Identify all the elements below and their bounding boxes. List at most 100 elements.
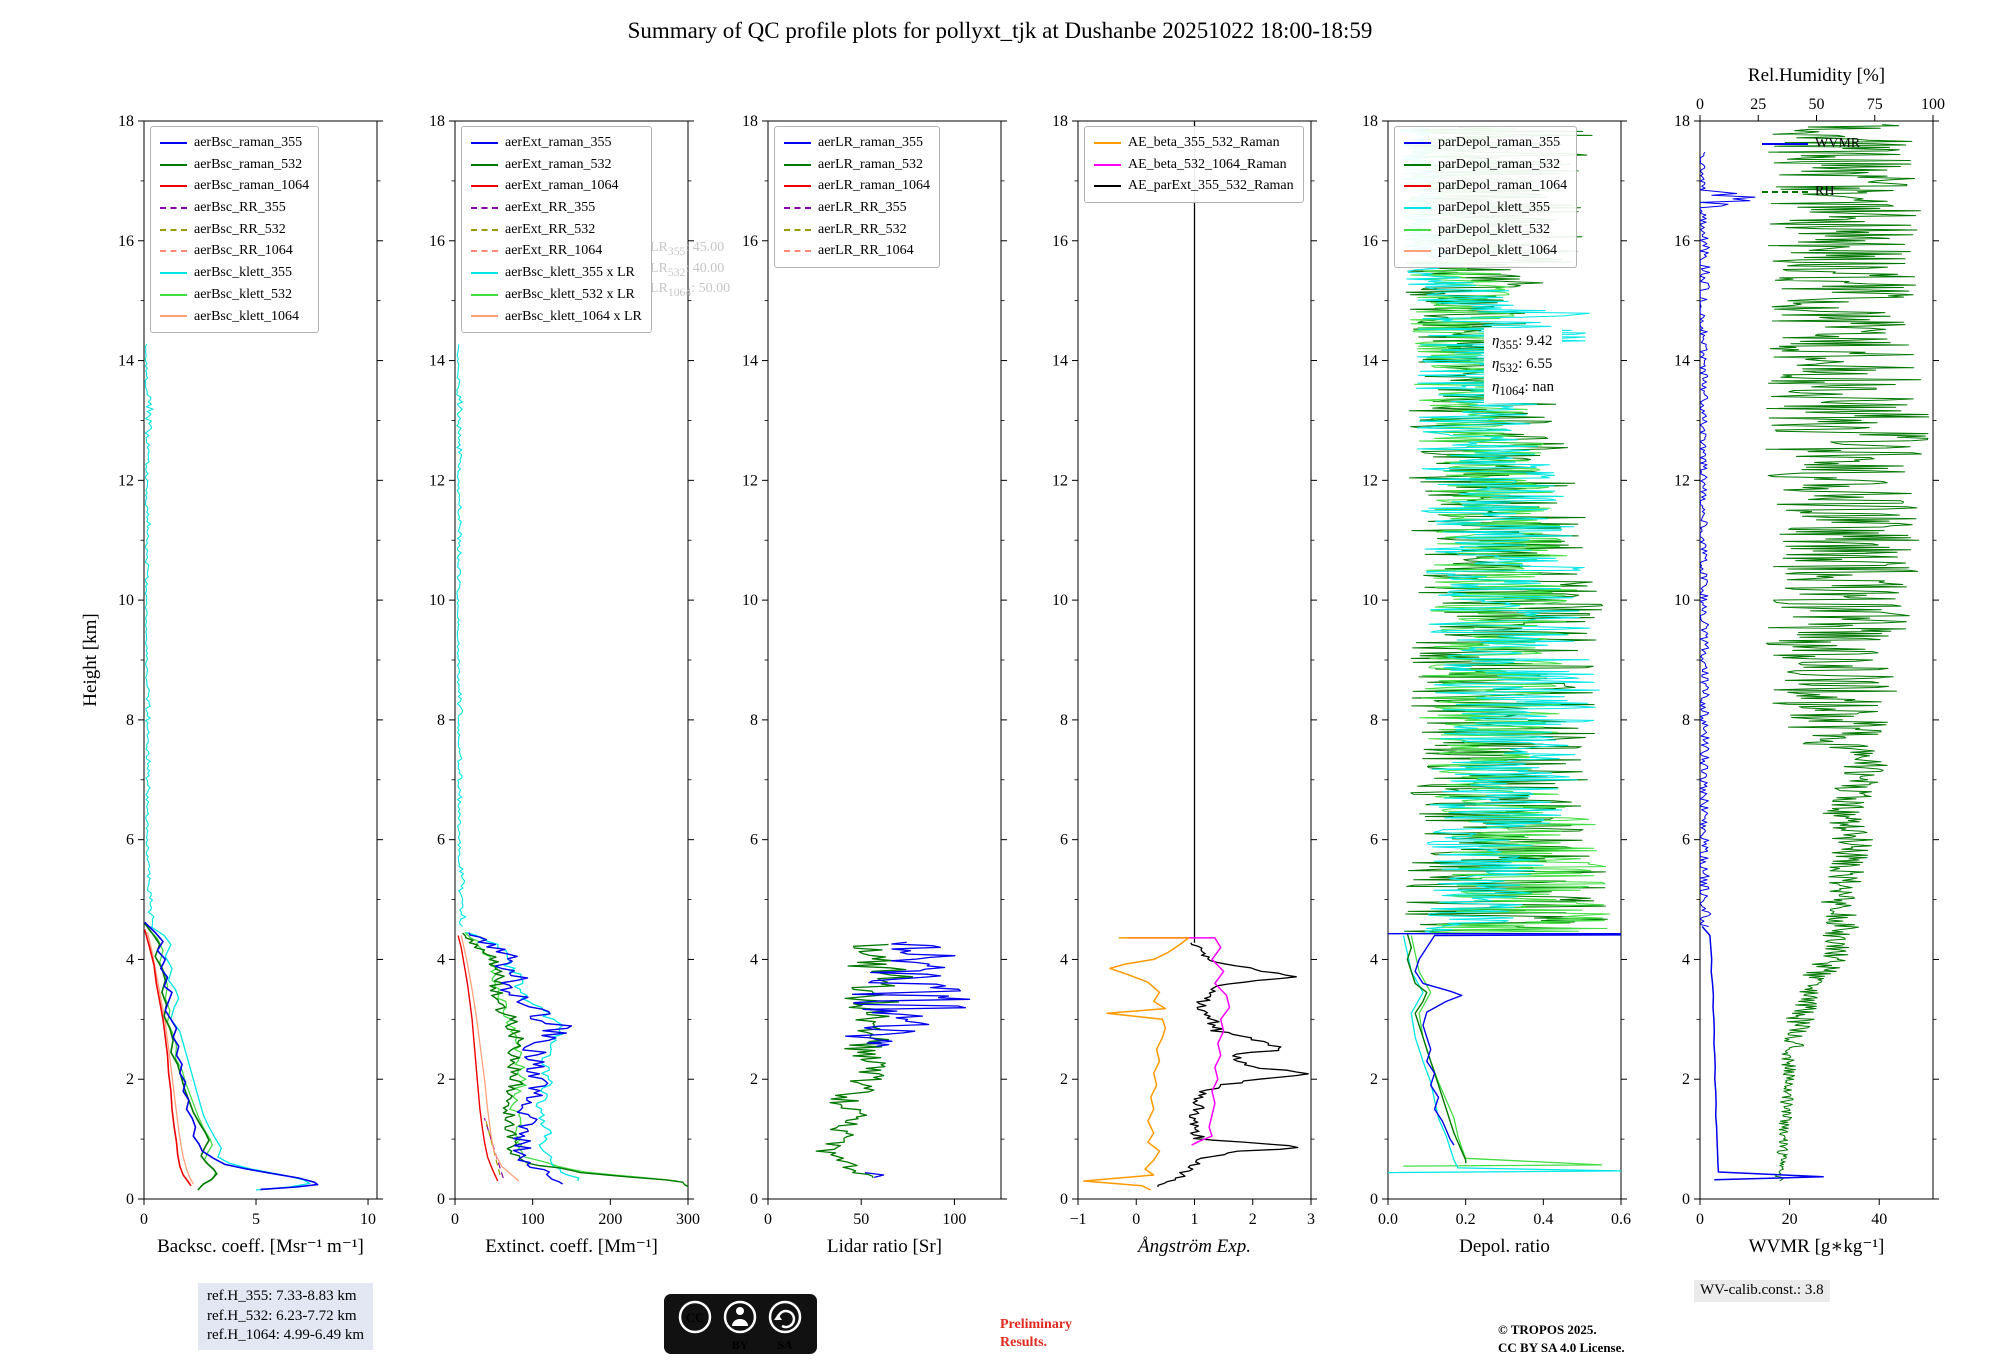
y-tick-label: 8 xyxy=(750,712,758,729)
y-tick-label: 0 xyxy=(1682,1191,1690,1208)
y-tick-label: 2 xyxy=(1370,1071,1378,1088)
wv-calibration-constant: WV-calib.const.: 3.8 xyxy=(1694,1280,1830,1302)
y-tick-label: 6 xyxy=(1370,832,1378,849)
y-tick-label: 4 xyxy=(1370,951,1378,968)
series-group-depol xyxy=(1388,127,1621,1174)
x-axis-label-backscatter: Backsc. coeff. [Msr⁻¹ m⁻¹] xyxy=(157,1236,364,1257)
x-tick-label: 20 xyxy=(1782,1211,1798,1228)
x-tick-label: 0.4 xyxy=(1533,1211,1553,1228)
y-tick-label: 0 xyxy=(1060,1191,1068,1208)
x-tick-label: 100 xyxy=(942,1211,966,1228)
x-tick-label: −1 xyxy=(1069,1211,1086,1228)
series-aerLR_raman_355 xyxy=(845,941,971,1047)
y-tick-label: 6 xyxy=(1682,832,1690,849)
y-tick-label: 10 xyxy=(1674,592,1690,609)
series-aerBsc_klett_355_upper xyxy=(144,344,155,927)
axes-frame-wvmr xyxy=(1699,120,1934,1200)
panel-backscatter: 0 2 4 6 8 10 12 14 16 18 0 5 10 Backsc. coeff. [Msr⁻¹… xyxy=(118,113,383,1257)
x-tick-label: 0 xyxy=(140,1211,148,1228)
axes-frame-lidar-ratio xyxy=(767,120,1002,1200)
cc-icon xyxy=(678,1300,712,1334)
y-tick-label: 4 xyxy=(437,951,445,968)
plot-title: Summary of QC profile plots for pollyxt_… xyxy=(627,18,1373,43)
copyright-line1: © TROPOS 2025. xyxy=(1498,1322,1597,1337)
x-tick-label: 2 xyxy=(1249,1211,1257,1228)
y-tick-label: 4 xyxy=(1682,951,1690,968)
y-tick-label: 12 xyxy=(1362,472,1378,489)
attribution-person-icon xyxy=(723,1300,757,1334)
series-group-angstroem xyxy=(1083,121,1309,1191)
y-tick-label: 16 xyxy=(1362,233,1378,250)
x-tick-label: 50 xyxy=(853,1211,869,1228)
x-tick-label: 10 xyxy=(360,1211,376,1228)
series-aerExt_klett_355_upper xyxy=(456,344,467,927)
series-group-lidar-ratio xyxy=(815,941,971,1179)
top-tick-label: 100 xyxy=(1921,96,1945,113)
y-tick-label: 8 xyxy=(1682,712,1690,729)
y-tick-label: 0 xyxy=(126,1191,134,1208)
copyright-line2: CC BY SA 4.0 License. xyxy=(1498,1339,1625,1355)
y-tick-label: 16 xyxy=(118,233,134,250)
y-tick-label: 16 xyxy=(1052,233,1068,250)
preliminary-results-note: Preliminary Results. xyxy=(1000,1316,1072,1352)
y-tick-label: 16 xyxy=(742,233,758,250)
y-tick-label: 8 xyxy=(1060,712,1068,729)
y-tick-label: 2 xyxy=(1682,1071,1690,1088)
top-axis-label: Rel.Humidity [%] xyxy=(1748,65,1885,86)
y-tick-label: 14 xyxy=(1052,353,1068,370)
series-aerBsc_raman_355 xyxy=(144,921,319,1191)
series-parDepol_klett_355 xyxy=(1388,935,1621,1174)
y-tick-label: 6 xyxy=(126,832,134,849)
preliminary-line2: Results. xyxy=(1000,1335,1048,1351)
x-tick-label: 0 xyxy=(1132,1211,1140,1228)
top-tick-label: 75 xyxy=(1867,96,1883,113)
x-tick-label: 0 xyxy=(1696,1211,1704,1228)
series-AE_beta_532_1064_Raman xyxy=(1127,937,1231,1146)
series-aerExt_raman_532 xyxy=(462,932,688,1188)
y-tick-label: 4 xyxy=(126,951,134,968)
cc-by-sa-badge: CC BY SA xyxy=(664,1294,817,1354)
series-group-wvmr xyxy=(1700,124,1930,1182)
y-tick-label: 2 xyxy=(437,1071,445,1088)
y-tick-label: 18 xyxy=(1362,113,1378,130)
y-tick-label: 14 xyxy=(742,353,758,370)
person-body-icon xyxy=(732,1319,748,1326)
y-tick-label: 12 xyxy=(1674,472,1690,489)
x-tick-label: 1 xyxy=(1191,1211,1199,1228)
y-tick-label: 18 xyxy=(429,113,445,130)
x-axis-label-lidar-ratio: Lidar ratio [Sr] xyxy=(827,1236,942,1257)
series-group-extinction xyxy=(456,344,688,1188)
series-aerBsc_raman_532 xyxy=(144,923,218,1191)
y-tick-label: 6 xyxy=(1060,832,1068,849)
y-tick-label: 14 xyxy=(1674,353,1690,370)
ref-height-1064: ref.H_1064: 4.99-6.49 km xyxy=(207,1327,365,1343)
x-tick-label: 0 xyxy=(451,1211,459,1228)
series-RH xyxy=(1765,124,1930,1182)
y-tick-label: 12 xyxy=(118,472,134,489)
y-tick-label: 12 xyxy=(1052,472,1068,489)
x-tick-label: 0.2 xyxy=(1456,1211,1476,1228)
series-AE_beta_355_532_Raman xyxy=(1083,937,1190,1191)
y-tick-label: 4 xyxy=(1060,951,1068,968)
y-tick-label: 18 xyxy=(118,113,134,130)
x-tick-label: 40 xyxy=(1871,1211,1887,1228)
series-WVMR_upper xyxy=(1700,151,1756,927)
series-aerBsc_klett_355_xLR xyxy=(466,931,580,1182)
x-tick-label: 200 xyxy=(598,1211,622,1228)
sa-label: SA xyxy=(777,1338,793,1352)
y-tick-label: 6 xyxy=(437,832,445,849)
panel-extinction: 0 2 4 6 8 10 12 14 16 18 0 100 200 300 Extinct. coeff.… xyxy=(429,113,700,1257)
reference-height-box: ref.H_355: 7.33-8.83 km ref.H_532: 6.23-… xyxy=(198,1283,374,1350)
preliminary-line1: Preliminary xyxy=(1000,1317,1073,1332)
x-axis-label-wvmr: WVMR [g∗kg⁻¹] xyxy=(1749,1236,1885,1257)
x-tick-label: 0 xyxy=(764,1211,772,1228)
y-tick-label: 18 xyxy=(742,113,758,130)
y-tick-label: 10 xyxy=(429,592,445,609)
y-tick-label: 6 xyxy=(750,832,758,849)
cc-icon-label: CC xyxy=(686,1310,705,1325)
series-aerBsc_klett_1064_xLR xyxy=(460,935,520,1182)
series-aerBsc_raman_1064 xyxy=(144,929,192,1187)
series-aerLR_raman_355_low xyxy=(864,1171,885,1179)
